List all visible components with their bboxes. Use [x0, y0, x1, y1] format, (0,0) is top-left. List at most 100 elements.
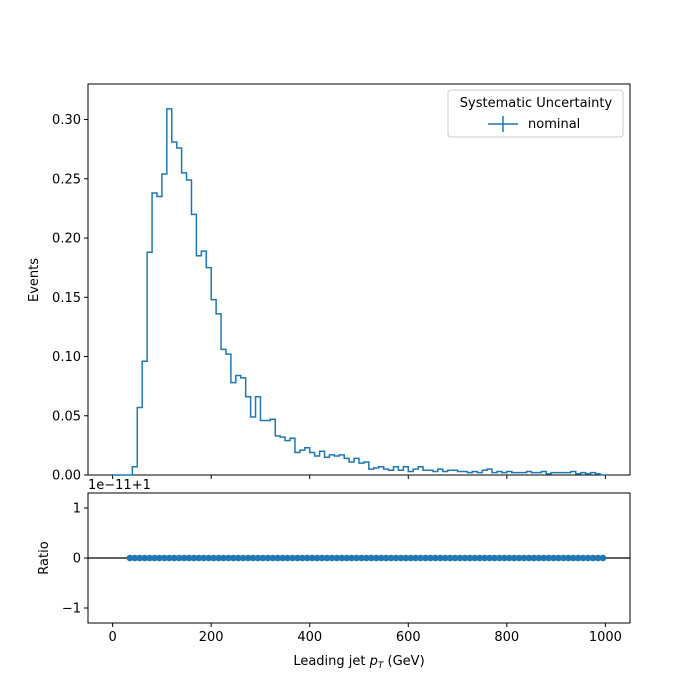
- ratio-point: [348, 554, 355, 562]
- ratio-point: [446, 554, 454, 562]
- ratio-point: [427, 554, 434, 562]
- ratio-point: [437, 554, 444, 562]
- ratio-point: [264, 554, 272, 562]
- ratio-point: [141, 554, 148, 562]
- main-y-tick-label: 0.25: [52, 172, 81, 187]
- main-y-tick-label: 0.15: [52, 291, 81, 306]
- ratio-point: [372, 554, 380, 562]
- ratio-point: [269, 554, 277, 562]
- ratio-point: [299, 554, 306, 562]
- ratio-point: [313, 554, 321, 562]
- ratio-point: [185, 554, 193, 562]
- x-axis-label-p: p: [369, 654, 378, 669]
- legend-title: Systematic Uncertainty: [460, 96, 613, 111]
- ratio-y-ticks: −1 0 1: [62, 502, 88, 617]
- ratio-point: [570, 554, 577, 562]
- main-y-tick-label: 0.10: [52, 350, 81, 365]
- ratio-point: [234, 554, 242, 562]
- ratio-point: [249, 554, 257, 562]
- ratio-point: [333, 554, 341, 562]
- ratio-x-tick-label: 800: [494, 630, 519, 645]
- ratio-point: [146, 554, 153, 562]
- ratio-point: [190, 554, 198, 562]
- ratio-point: [589, 554, 597, 562]
- ratio-y-tick-label: 1: [73, 502, 81, 517]
- ratio-point: [136, 554, 144, 562]
- ratio-point: [382, 554, 390, 562]
- ratio-point: [230, 554, 237, 562]
- ratio-point: [323, 554, 331, 562]
- legend-nominal-marker: [488, 116, 518, 132]
- ratio-offset-text: 1e−11+1: [88, 478, 151, 493]
- main-plot-area: [87, 83, 631, 476]
- ratio-point: [338, 554, 346, 562]
- main-y-axis-label: Events: [27, 258, 42, 302]
- ratio-point: [540, 554, 548, 562]
- main-y-tick-label: 0.20: [52, 232, 81, 247]
- ratio-point: [303, 554, 311, 562]
- ratio-point: [387, 554, 395, 562]
- ratio-point: [210, 554, 217, 562]
- ratio-point: [180, 554, 188, 562]
- ratio-point: [491, 554, 498, 562]
- ratio-point: [161, 554, 168, 562]
- ratio-point: [481, 554, 488, 562]
- legend-box: [447, 89, 624, 138]
- ratio-point: [200, 554, 208, 562]
- ratio-point: [574, 554, 582, 562]
- ratio-point: [239, 554, 247, 562]
- ratio-point: [151, 554, 158, 562]
- ratio-point: [368, 554, 375, 562]
- ratio-point: [166, 554, 173, 562]
- ratio-point: [225, 554, 232, 562]
- ratio-point: [259, 554, 267, 562]
- ratio-x-tick-label: 600: [396, 630, 421, 645]
- ratio-point: [486, 554, 493, 562]
- main-y-tick-label: 0.05: [52, 409, 81, 424]
- ratio-point: [461, 554, 469, 562]
- ratio-point: [279, 554, 286, 562]
- legend: Systematic Uncertainty nominal: [447, 89, 624, 138]
- x-axis-label-unit: (GeV): [383, 654, 424, 669]
- ratio-x-tick-label: 0: [108, 630, 116, 645]
- ratio-point: [274, 554, 282, 562]
- ratio-points: [126, 554, 607, 562]
- ratio-point: [377, 554, 385, 562]
- ratio-point: [496, 554, 503, 562]
- ratio-point: [545, 554, 552, 562]
- ratio-point: [195, 554, 203, 562]
- x-axis-label: Leading jet pT (GeV): [293, 654, 424, 671]
- ratio-point: [215, 554, 222, 562]
- ratio-point: [579, 554, 587, 562]
- x-axis-label-sub: T: [378, 661, 385, 671]
- ratio-point: [555, 554, 562, 562]
- ratio-point: [456, 554, 464, 562]
- main-y-ticks: 0.00 0.05 0.10 0.15 0.20 0.25 0.30: [52, 113, 88, 484]
- ratio-point: [584, 554, 592, 562]
- main-y-tick-label: 0.30: [52, 113, 81, 128]
- ratio-point: [318, 554, 326, 562]
- ratio-y-axis-label: Ratio: [37, 541, 52, 574]
- ratio-point: [417, 554, 424, 562]
- ratio-point: [220, 554, 227, 562]
- main-panel: 0.00 0.05 0.10 0.15 0.20 0.25 0.30 Events Syst…: [27, 83, 631, 484]
- ratio-point: [244, 554, 252, 562]
- nominal-histogram: [112, 108, 606, 476]
- main-y-tick-label: 0.00: [52, 469, 81, 484]
- legend-entry-nominal: nominal: [528, 117, 580, 132]
- ratio-point: [294, 554, 301, 562]
- ratio-point: [284, 554, 291, 562]
- ratio-point: [126, 554, 134, 562]
- ratio-point: [451, 554, 459, 562]
- ratio-point: [205, 554, 213, 562]
- ratio-point: [392, 554, 400, 562]
- ratio-point: [170, 554, 178, 562]
- ratio-y-tick-label: 0: [73, 552, 81, 567]
- ratio-point: [476, 554, 484, 562]
- ratio-point: [510, 554, 518, 562]
- ratio-point: [328, 554, 336, 562]
- ratio-x-tick-label: 1000: [589, 630, 622, 645]
- ratio-point: [343, 554, 350, 562]
- ratio-point: [358, 554, 365, 562]
- ratio-point: [441, 554, 449, 562]
